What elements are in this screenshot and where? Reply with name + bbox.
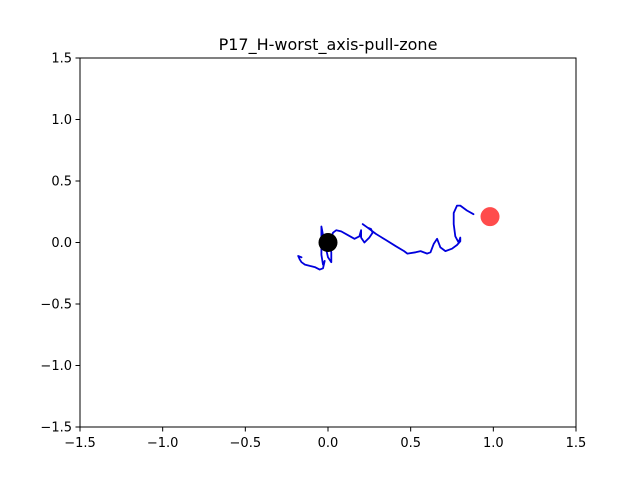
y-tick-label: 0.0 [51, 236, 72, 251]
trajectory-line-0 [297, 204, 475, 271]
y-tick-label: 1.0 [51, 113, 72, 128]
chart-title: P17_H-worst_axis-pull-zone [219, 35, 438, 55]
y-tick-label: −1.5 [40, 421, 72, 436]
x-axis: −1.5 −1.0 −0.5 0.0 0.5 1.0 1.5 [64, 427, 586, 451]
plot-area [297, 204, 500, 271]
y-tick-label: 0.5 [51, 175, 72, 190]
y-tick-label: 1.5 [51, 52, 72, 67]
x-tick-label: 1.0 [483, 436, 504, 451]
x-tick-label: 0.5 [400, 436, 421, 451]
y-tick-label: −1.0 [40, 359, 72, 374]
x-tick-label: −0.5 [230, 436, 262, 451]
x-tick-label: 1.5 [566, 436, 587, 451]
y-tick-label: −0.5 [40, 298, 72, 313]
start-marker [318, 233, 338, 252]
x-tick-label: −1.0 [147, 436, 179, 451]
x-tick-label: −1.5 [64, 436, 96, 451]
target-marker [480, 207, 500, 227]
x-tick-label: 0.0 [318, 436, 339, 451]
y-axis: −1.5 −1.0 −0.5 0.0 0.5 1.0 1.5 [40, 52, 80, 436]
